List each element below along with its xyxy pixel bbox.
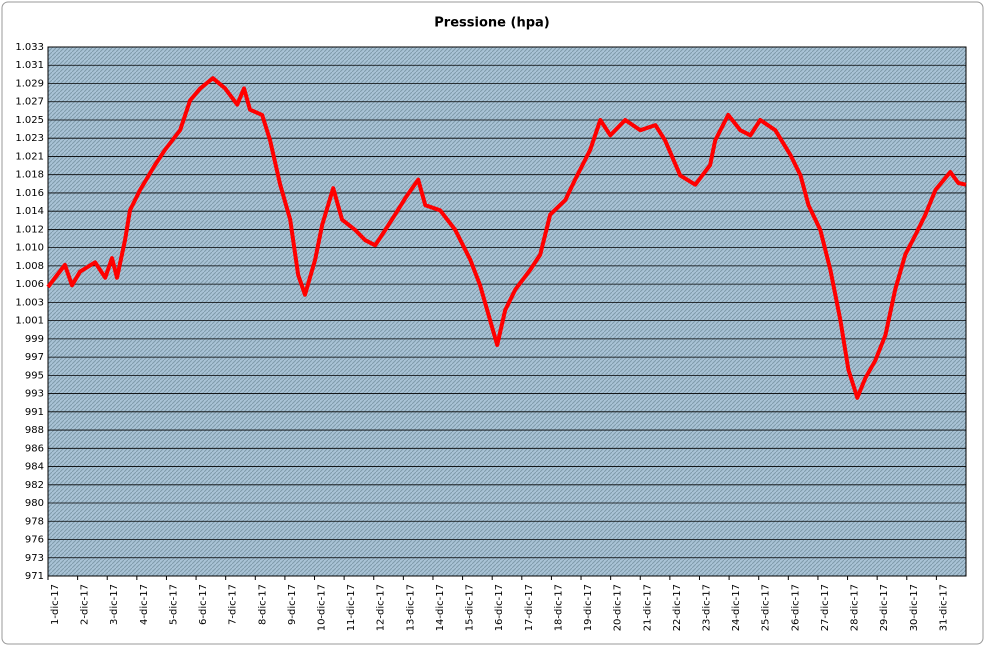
y-tick-label: 971 [25,571,44,582]
y-tick-label: 973 [25,553,44,564]
y-tick-label: 988 [25,425,44,436]
x-tick-label: 15-dic-17 [465,584,476,631]
y-tick-label: 997 [25,352,44,363]
chart-title: Pressione (hpa) [434,16,549,31]
y-tick-label: 1.021 [15,151,44,162]
y-tick-label: 986 [25,443,44,454]
y-tick-label: 1.001 [15,316,44,327]
y-tick-label: 978 [25,516,44,527]
x-tick-label: 30-dic-17 [909,584,920,631]
y-tick-label: 1.033 [15,42,44,53]
y-tick-label: 1.014 [15,206,44,217]
x-tick-label: 24-dic-17 [731,584,742,631]
y-tick-label: 1.029 [15,78,44,89]
x-tick-label: 3-dic-17 [109,584,120,625]
y-tick-label: 995 [25,370,44,381]
x-tick-label: 25-dic-17 [761,584,772,631]
y-tick-label: 1.023 [15,133,44,144]
y-tick-label: 1.031 [15,60,44,71]
y-tick-label: 982 [25,480,44,491]
y-tick-label: 1.025 [15,115,44,126]
x-tick-label: 6-dic-17 [198,584,209,625]
y-tick-label: 980 [25,498,44,509]
x-tick-label: 28-dic-17 [850,584,861,631]
x-tick-label: 27-dic-17 [820,584,831,631]
y-tick-label: 1.012 [15,224,44,235]
x-tick-label: 1-dic-17 [50,584,61,625]
x-tick-label: 18-dic-17 [553,584,564,631]
line-series [46,76,967,400]
y-tick-label: 1.016 [15,188,44,199]
x-tick-label: 9-dic-17 [287,584,298,625]
x-tick-label: 2-dic-17 [80,584,91,625]
x-tick-label: 11-dic-17 [346,584,357,631]
x-tick-label: 22-dic-17 [672,584,683,631]
y-tick-label: 999 [25,334,44,345]
x-tick-label: 17-dic-17 [524,584,535,631]
x-tick-label: 16-dic-17 [494,584,505,631]
y-tick-label: 1.010 [15,243,44,254]
x-tick-label: 8-dic-17 [257,584,268,625]
x-tick-label: 14-dic-17 [435,584,446,631]
x-tick-label: 20-dic-17 [613,584,624,631]
y-tick-label: 1.008 [15,261,44,272]
x-tick-label: 26-dic-17 [790,584,801,631]
x-tick-label: 23-dic-17 [701,584,712,631]
x-tick-label: 21-dic-17 [642,584,653,631]
plot-area [47,46,967,577]
x-tick-label: 19-dic-17 [583,584,594,631]
y-tick-label: 1.018 [15,170,44,181]
y-tick-label: 984 [25,462,44,473]
x-tick-label: 29-dic-17 [879,584,890,631]
x-tick-label: 5-dic-17 [168,584,179,625]
y-tick-label: 1.027 [15,97,44,108]
y-tick-label: 1.006 [15,279,44,290]
x-tick-label: 12-dic-17 [376,584,387,631]
y-tick-label: 976 [25,535,44,546]
x-tick-label: 13-dic-17 [405,584,416,631]
y-tick-label: 991 [25,407,44,418]
x-tick-label: 7-dic-17 [228,584,239,625]
y-tick-label: 1.003 [15,297,44,308]
x-tick-label: 10-dic-17 [317,584,328,631]
x-tick-label: 31-dic-17 [938,584,949,631]
x-tick-label: 4-dic-17 [139,584,150,625]
y-tick-label: 993 [25,389,44,400]
